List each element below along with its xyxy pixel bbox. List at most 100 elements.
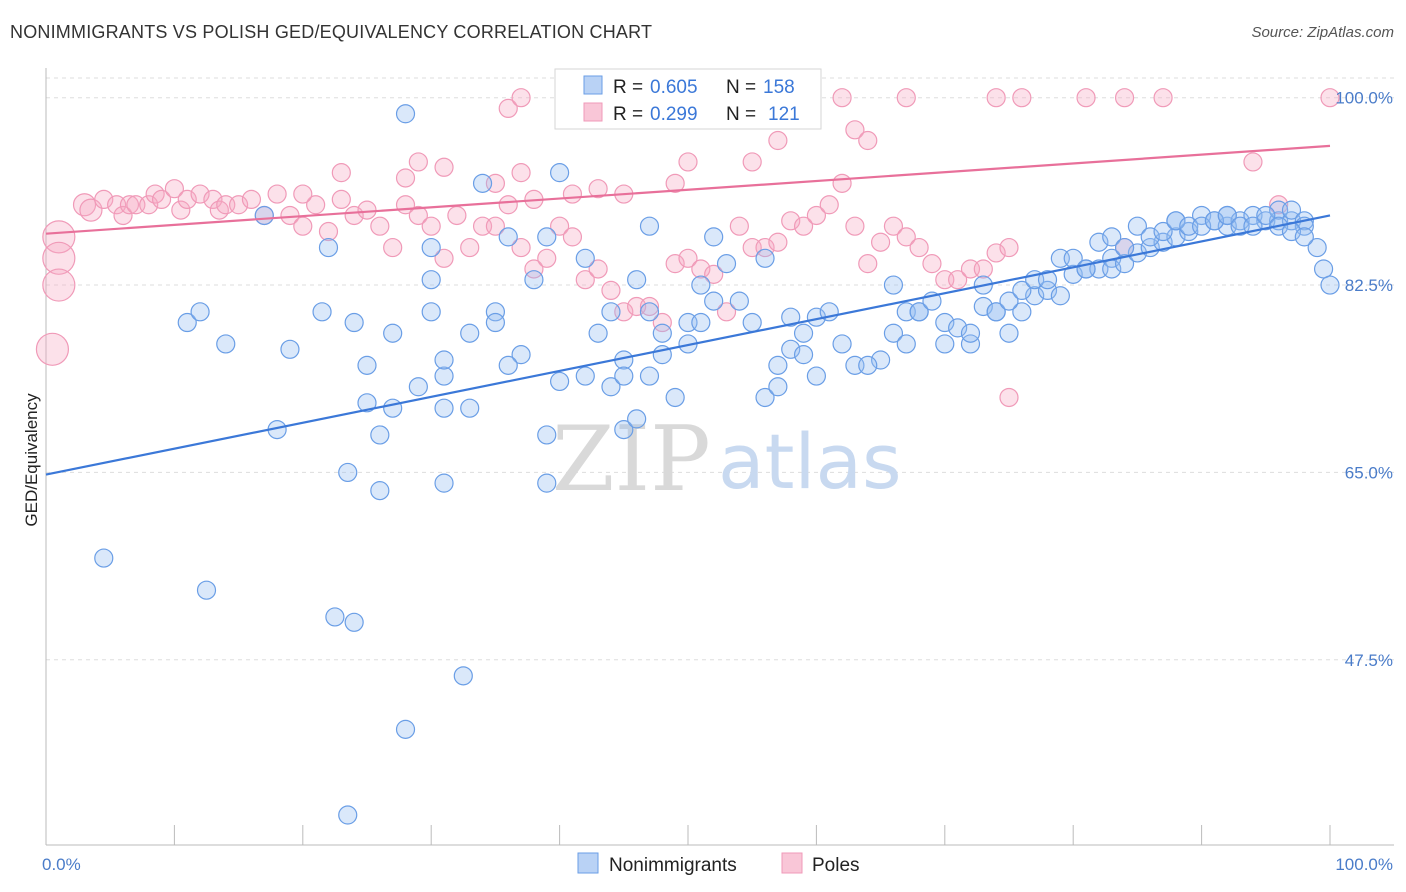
nonimmigrants-point [318,237,339,258]
nonimmigrants-point [216,334,236,354]
poles-point [639,296,660,317]
nonimmigrants-point [755,387,775,408]
poles-point [832,173,852,193]
poles-point [306,195,326,215]
poles-point [511,88,531,108]
poles-point [524,259,544,279]
nonimmigrants-point [1191,216,1212,236]
poles-point [139,195,159,215]
poles-point [537,248,557,268]
poles-point [678,248,698,268]
nonimmigrants-point [781,339,801,359]
y-tick-labels: 47.5% 65.0% 82.5% 100.0% [1335,89,1393,670]
nonimmigrants-point [691,275,711,295]
nonimmigrants-point [434,366,454,386]
nonimmigrants-point [421,302,441,322]
nonimmigrants-point [453,666,473,686]
nonimmigrants-point [537,227,557,247]
nonimmigrants-point [357,355,377,375]
nonimmigrants-point [177,312,197,333]
nonimmigrants-point [896,334,916,354]
chart-title: NONIMMIGRANTS VS POLISH GED/EQUIVALENCY … [10,22,653,42]
poles-point [678,152,698,172]
nonimmigrants-point [1294,227,1314,247]
nonimmigrants-point [1179,221,1199,242]
poles-point [819,195,839,215]
x-tick-labels: 0.0% 100.0% [42,855,1393,874]
poles-point [652,312,672,333]
nonimmigrants-point [549,163,570,183]
series-legend: Nonimmigrants Poles [577,852,860,876]
poles-point [948,270,968,290]
nonimmigrants-point [588,323,608,343]
nonimmigrants-point [639,302,660,322]
nonimmigrants-point [768,377,788,397]
legend-label-poles: Poles [812,855,860,876]
nonimmigrants-point [704,227,724,247]
poles-point [318,221,339,242]
nonimmigrants-point [1127,216,1148,236]
poles-point [94,189,114,210]
axes [45,68,1394,846]
nonimmigrants-point [601,377,621,397]
poles-point [845,120,865,140]
nonimmigrants-point [1063,264,1083,284]
nonimmigrants-point [383,398,403,418]
poles-point [845,216,865,236]
nonimmigrants-point [935,334,955,354]
nonimmigrants-point [999,291,1019,311]
poles-point [408,152,428,172]
nonimmigrants-point [524,270,544,290]
nonimmigrants-point [370,425,390,445]
nonimmigrants-point [94,548,114,568]
poles-point [716,302,737,322]
nonimmigrants-point [935,312,955,333]
nonimmigrants-point [883,275,904,295]
nonimmigrants-point [1217,205,1237,226]
poles-point [42,241,76,275]
poles-point [1269,195,1289,215]
poles-point [1114,88,1135,108]
poles-point [986,243,1006,263]
poles-point [408,205,428,226]
nonimmigrants-trend-line [45,214,1331,476]
y-tick-label: 82.5% [1345,276,1393,295]
nonimmigrants-point [408,377,428,397]
poles-point [203,189,223,210]
nonimmigrants-point [370,481,390,501]
poles-point [588,259,608,279]
poles-point [293,216,313,236]
poles-point [190,184,210,204]
nonimmigrants-point [1307,237,1327,258]
nonimmigrants-point [460,323,480,343]
poles-point [511,237,531,258]
stats-r-value-pink: 0.299 [650,104,698,125]
stats-n-value-blue: 158 [763,77,795,98]
nonimmigrants-point [639,366,660,386]
grid-lines [46,77,1394,661]
nonimmigrants-point [1320,275,1340,295]
poles-point [434,248,454,268]
poles-point [896,88,916,108]
poles-point [922,254,942,274]
nonimmigrants-point [614,419,634,440]
y-tick-label: 65.0% [1345,463,1393,482]
nonimmigrants-point [1140,227,1160,247]
nonimmigrants-point [190,302,210,322]
poles-point [229,195,249,215]
poles-point [267,184,287,204]
nonimmigrants-point [1230,211,1250,231]
poles-point [755,237,775,258]
poles-trend-line [45,144,1331,235]
stats-n-value-pink: 121 [768,104,800,125]
poles-point [42,268,76,302]
poles-point [768,232,788,252]
nonimmigrants-point [601,302,621,322]
poles-point [209,200,229,220]
poles-point [151,189,172,210]
nonimmigrants-point [948,318,968,338]
nonimmigrants-point [639,216,660,236]
nonimmigrants-point [665,387,685,408]
nonimmigrants-point [537,425,557,445]
